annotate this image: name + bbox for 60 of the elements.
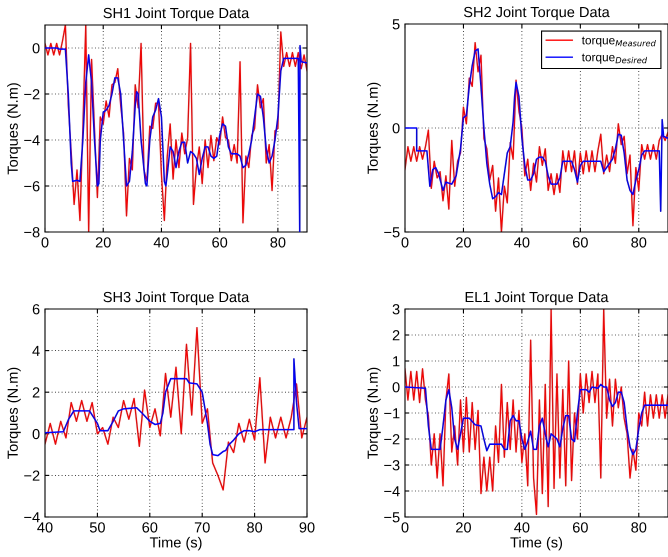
y-tick-label: −3 (384, 460, 400, 470)
x-tick-label: 80 (270, 237, 286, 248)
y-tick-label: −2 (384, 434, 400, 444)
x-tick-label: 90 (300, 522, 315, 533)
x-tick-label: 60 (572, 522, 588, 533)
chart-title: SH3 Joint Torque Data (103, 291, 250, 306)
x-tick-label: 80 (631, 522, 646, 533)
y-tick-label: 0 (392, 382, 400, 392)
x-tick-label: 80 (631, 237, 646, 248)
y-tick-label: 0 (32, 43, 40, 54)
line-series (405, 309, 668, 516)
x-tick-label: 40 (154, 237, 169, 248)
x-tick-label: 0 (402, 522, 408, 533)
y-tick-label: 5 (392, 19, 400, 30)
y-tick-label: 3 (392, 304, 400, 314)
y-tick-label: 2 (392, 330, 400, 340)
y-tick-label: −4 (24, 512, 40, 522)
x-tick-label: 60 (142, 522, 158, 533)
line-series (45, 358, 307, 456)
y-axis-title: Torques (N.m) (7, 83, 21, 174)
chart-title: SH2 Joint Torque Data (464, 6, 610, 20)
line-series (405, 384, 668, 456)
x-tick-label: 0 (402, 237, 408, 248)
y-tick-label: 4 (32, 346, 40, 356)
y-tick-label: −1 (384, 408, 400, 418)
x-axis-title: Time (s) (510, 536, 562, 550)
y-tick-label: 0 (392, 123, 400, 134)
legend-label: torque$_{Desired}$ (582, 54, 648, 64)
chart-title: SH1 Joint Torque Data (103, 7, 250, 22)
y-tick-label: 0 (32, 428, 40, 440)
x-tick-label: 20 (96, 237, 111, 248)
y-tick-label: −4 (24, 135, 40, 146)
x-tick-label: 60 (572, 237, 588, 248)
x-tick-label: 40 (514, 522, 530, 533)
y-tick-label: −8 (24, 227, 40, 238)
x-tick-label: 80 (247, 522, 262, 533)
line-series (45, 327, 307, 491)
x-tick-label: 70 (194, 522, 210, 533)
y-axis-title: Torques (N.m) (367, 82, 381, 174)
y-tick-label: −5 (384, 227, 400, 238)
x-tick-label: 20 (456, 237, 471, 248)
chart-title: EL1 Joint Torque Data (466, 291, 609, 306)
x-tick-label: 50 (90, 522, 105, 533)
y-axis-title: Torques (N.m) (367, 368, 381, 459)
legend-label: torque$_{Measured}$ (582, 36, 656, 47)
x-axis-title: Time (s) (150, 536, 202, 550)
y-tick-label: 2 (32, 387, 40, 398)
y-axis-title: Torques (N.m) (7, 368, 21, 459)
y-tick-label: −2 (24, 470, 40, 481)
x-tick-label: 0 (42, 237, 48, 248)
y-tick-label: −6 (24, 181, 40, 192)
y-tick-label: −2 (24, 89, 40, 100)
y-tick-label: 1 (393, 356, 400, 366)
y-tick-label: 6 (32, 304, 40, 314)
x-tick-label: 40 (514, 237, 530, 248)
x-tick-label: 60 (212, 237, 228, 248)
y-tick-label: −4 (384, 486, 400, 496)
x-tick-label: 20 (456, 522, 471, 533)
y-tick-label: −5 (384, 512, 400, 522)
x-tick-label: 40 (37, 522, 53, 533)
